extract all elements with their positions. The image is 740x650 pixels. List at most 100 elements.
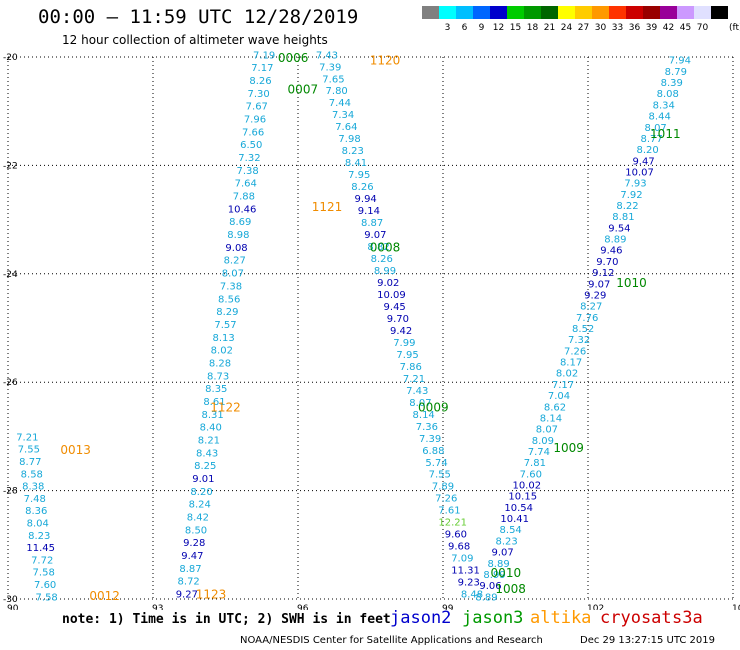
swh-value: 8.23 [342,146,364,157]
legend-swatch [456,6,473,19]
swh-value: 7.38 [236,166,258,177]
swh-value: 8.87 [361,218,383,229]
satellite-cryosat: cryosat [600,608,672,628]
swh-value: 7.32 [568,335,590,346]
swh-value: 8.50 [185,525,207,536]
footer-credit: NOAA/NESDIS Center for Satellite Applica… [240,635,543,646]
swh-value: 7.17 [251,63,273,74]
legend-label: 21 [544,23,555,33]
swh-value: 7.09 [451,554,473,565]
swh-value: 7.21 [16,432,38,443]
swh-value: 9.29 [584,290,606,301]
swh-value: 7.43 [406,386,428,397]
swh-value: 8.77 [641,134,663,145]
swh-value: 7.21 [403,374,425,385]
legend-swatch [507,6,524,19]
swh-value: 7.72 [31,555,53,566]
swh-value: 6.50 [240,140,262,151]
pass-time-label: 0009 [418,401,449,415]
swh-value: 8.48 [461,590,483,601]
legend-label: 70 [697,23,709,33]
swh-value: 7.60 [520,469,542,480]
swh-value: 8.31 [201,410,223,421]
swh-value: 8.20 [190,487,212,498]
swh-value: 8.77 [19,457,41,468]
swh-value: 7.48 [24,494,46,505]
y-tick-label: -28 [3,487,18,497]
swh-value: 9.27 [176,590,198,601]
legend-label: 36 [629,23,641,33]
swh-value: 7.26 [564,346,586,357]
swh-value: 7.34 [332,110,354,121]
swh-value: 11.31 [451,566,480,577]
pass-time-label: 0013 [60,443,91,457]
swh-value: 7.19 [253,50,275,61]
pass-time-label: 1121 [312,200,343,214]
swh-value: 7.76 [576,313,598,324]
swh-value: 7.89 [432,482,454,493]
pass-time-label: 0010 [491,566,522,580]
legend-swatch [524,6,541,19]
swh-value: 12.21 [438,518,467,529]
swh-value: 8.25 [194,461,216,472]
swh-value: 9.94 [355,194,377,205]
swh-value: 9.70 [387,314,409,325]
swh-value: 8.13 [213,333,235,344]
swh-value: 8.07 [409,398,431,409]
x-tick-label: 102 [587,604,604,610]
legend-label: 39 [646,23,658,33]
swh-value: 7.81 [524,458,546,469]
swh-value: 7.55 [18,445,40,456]
swh-value: 7.38 [220,281,242,292]
pass-time-label: 1123 [196,588,227,602]
legend-label: 33 [612,23,623,33]
pass-time-label: 0012 [89,589,120,603]
legend-swatch [677,6,694,19]
swh-value: 8.89 [604,235,626,246]
swh-value: 9.23 [458,578,480,589]
swh-value: 8.41 [345,158,367,169]
legend-swatch [609,6,626,19]
legend-label: 27 [578,23,589,33]
swh-value: 7.88 [233,192,255,203]
swh-value: 7.66 [242,127,264,138]
legend-swatch [558,6,575,19]
swh-value: 8.07 [645,123,667,134]
swh-value: 7.98 [338,134,360,145]
legend-swatch [711,6,728,19]
swh-value: 8.54 [500,525,522,536]
swh-value: 9.07 [364,230,386,241]
swh-value: 8.24 [189,500,211,511]
swh-value: 8.72 [178,577,200,588]
legend-label: 30 [595,23,607,33]
swh-value: 9.14 [358,206,380,217]
legend-label: 24 [561,23,573,33]
swh-value: 8.08 [657,89,679,100]
legend-swatch [575,6,592,19]
swh-value: 8.52 [572,324,594,335]
swh-value: 7.95 [348,170,370,181]
pass-time-label: 1009 [553,441,584,455]
swh-value: 9.46 [600,246,622,257]
swh-value: 9.68 [448,542,470,553]
swh-value: 8.58 [21,469,43,480]
x-tick-label: 99 [442,604,454,610]
swh-value: 7.58 [36,592,58,603]
pass-time-label: 0006 [278,51,309,65]
grid [7,56,734,600]
swh-value: 10.02 [512,481,541,492]
legend-swatch [439,6,456,19]
satellite-altika: altika [530,608,592,628]
chart-note: note: 1) Time is in UTC; 2) SWH is in fe… [62,612,391,627]
swh-value: 10.07 [625,167,654,178]
swh-value: 8.98 [227,230,249,241]
swh-value: 7.86 [400,362,422,373]
swh-value: 8.21 [198,435,220,446]
swh-value: 7.80 [326,86,348,97]
swh-value: 8.27 [580,302,602,313]
swh-value: 9.42 [390,326,412,337]
legend-label: 6 [462,23,468,33]
swh-value: 9.01 [192,474,214,485]
